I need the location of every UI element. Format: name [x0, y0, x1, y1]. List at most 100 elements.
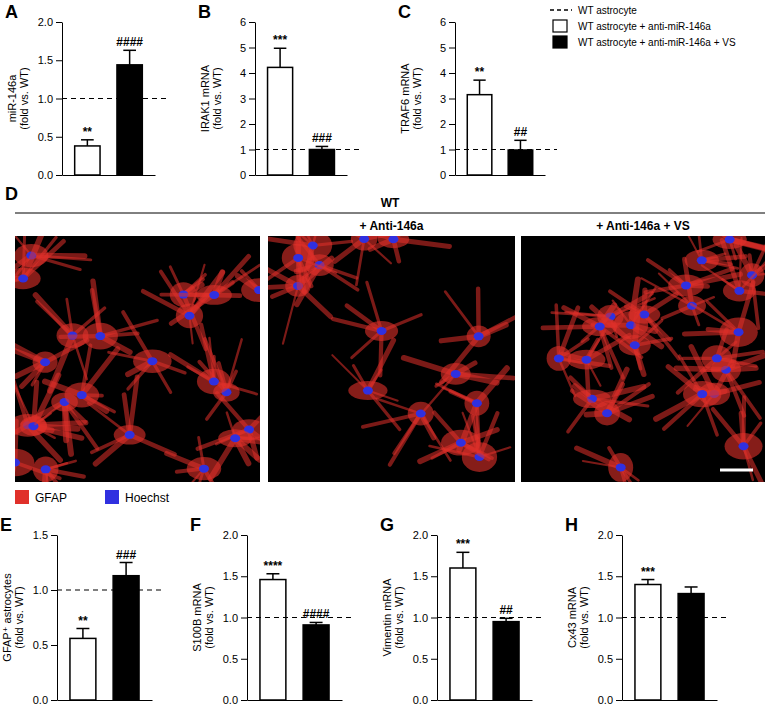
- legend-label: WT astrocyte: [578, 5, 637, 16]
- cell-body: [567, 350, 605, 370]
- y-tick-mark: [241, 700, 247, 701]
- y-tick-label: 0.0: [223, 694, 238, 706]
- y-tick-mark: [431, 618, 437, 619]
- group-title: WT: [381, 196, 400, 210]
- cell-body: [441, 363, 471, 385]
- x-axis-line: [438, 700, 533, 701]
- nucleus: [184, 312, 194, 320]
- y-tick-label: 1.5: [33, 529, 48, 541]
- y-tick: 2.0: [38, 16, 62, 28]
- micrograph-image: [15, 236, 260, 482]
- cell-body: [114, 425, 146, 444]
- y-axis-label: (fold vs. WT): [203, 586, 215, 648]
- significance-label: **: [475, 65, 485, 79]
- cell-body: [685, 250, 719, 271]
- y-tick: 2: [240, 118, 255, 130]
- bar: [260, 580, 286, 700]
- error-bar-cap: [120, 562, 133, 564]
- y-tick-mark: [449, 73, 455, 74]
- y-tick-label: 5: [240, 42, 246, 54]
- cell-body: [608, 453, 633, 482]
- y-tick-label: 2: [240, 118, 246, 130]
- bar: [508, 150, 533, 175]
- significance-label: ####: [116, 35, 143, 49]
- y-tick-label: 1.0: [413, 612, 428, 624]
- error-bar: [685, 587, 698, 594]
- y-tick-label: 2.0: [223, 529, 238, 541]
- error-bar-stem: [279, 48, 281, 67]
- y-axis-label: GFAP⁺ astrocytes: [1, 573, 13, 662]
- cell-body: [701, 345, 732, 371]
- plot-area: [437, 552, 544, 700]
- panel-a: AmiR-146a(fold vs. WT)0.00.51.01.52.0**#…: [5, 2, 167, 181]
- cell-body: [594, 401, 620, 425]
- panel-label: B: [198, 2, 211, 22]
- baseline: [57, 589, 164, 590]
- y-tick-label: 0.0: [413, 694, 428, 706]
- bar: [493, 622, 519, 700]
- bar: [268, 67, 293, 175]
- y-axis: 0.00.51.01.52.0: [598, 529, 623, 706]
- y-tick: 0.0: [38, 169, 62, 181]
- y-tick-label: 3: [440, 93, 446, 105]
- x-axis-line: [58, 700, 153, 701]
- legend: WT astrocyte WT astrocyte + anti-miR-146a…: [550, 5, 736, 48]
- y-tick-label: 0.5: [38, 131, 53, 143]
- bar: [309, 150, 334, 176]
- cell-body: [33, 457, 58, 482]
- error-bar: [120, 563, 133, 576]
- y-axis-label: (fold vs. WT): [13, 586, 25, 648]
- baseline: [437, 617, 544, 618]
- error-bar: [123, 50, 136, 65]
- micrograph-image: [521, 236, 765, 482]
- y-tick: 0.5: [598, 653, 622, 665]
- y-tick-label: 6: [240, 16, 246, 28]
- error-bar-cap: [274, 48, 287, 50]
- nucleus: [359, 236, 369, 243]
- y-tick: 5: [240, 42, 255, 54]
- y-axis-label: Vimentin mRNA: [381, 578, 393, 657]
- y-tick-label: 0: [240, 169, 246, 181]
- nucleus: [40, 358, 50, 366]
- panel-f: FS100B mRNA(fold vs. WT)0.00.51.01.52.0*…: [190, 515, 354, 706]
- y-tick-label: 1.5: [413, 570, 428, 582]
- error-bar-cap: [310, 622, 323, 624]
- cell-body: [683, 381, 721, 407]
- y-tick-label: 6: [440, 16, 446, 28]
- y-tick: 6: [440, 16, 455, 28]
- legend-swatch: [550, 9, 572, 11]
- nucleus: [639, 310, 649, 318]
- error-bar-stem: [462, 552, 464, 568]
- nucleus: [681, 281, 691, 289]
- y-tick-mark: [449, 175, 455, 176]
- bar: [75, 146, 100, 175]
- y-tick: 6: [240, 16, 255, 28]
- panel-label: G: [380, 515, 394, 535]
- nucleus: [474, 332, 484, 340]
- y-tick-mark: [56, 99, 62, 100]
- y-axis-line: [57, 536, 58, 701]
- y-axis-label: (fold vs. WT): [211, 67, 223, 129]
- y-tick-label: 4: [240, 67, 246, 79]
- y-axis-line: [455, 23, 456, 176]
- baseline: [455, 149, 557, 150]
- x-axis-line: [248, 700, 343, 701]
- y-tick-mark: [616, 618, 622, 619]
- nucleus: [697, 390, 707, 398]
- legend-item: WT astrocyte + anti-miR-146a + VS: [553, 36, 736, 48]
- x-axis-line: [623, 700, 718, 701]
- stain-label: Hoechst: [125, 491, 170, 505]
- baseline: [255, 149, 359, 150]
- nucleus: [451, 370, 461, 378]
- nucleus: [581, 356, 591, 364]
- panel-label: A: [5, 2, 18, 22]
- y-tick-mark: [249, 175, 255, 176]
- y-tick-label: 2.0: [38, 16, 53, 28]
- y-tick-mark: [249, 99, 255, 100]
- y-axis: 0.00.51.01.52.0: [413, 529, 438, 706]
- cell-body: [351, 236, 378, 251]
- panel-label: E: [0, 515, 12, 535]
- error-bar-cap: [641, 579, 654, 581]
- error-bar-stem: [272, 574, 274, 580]
- y-tick-mark: [249, 124, 255, 125]
